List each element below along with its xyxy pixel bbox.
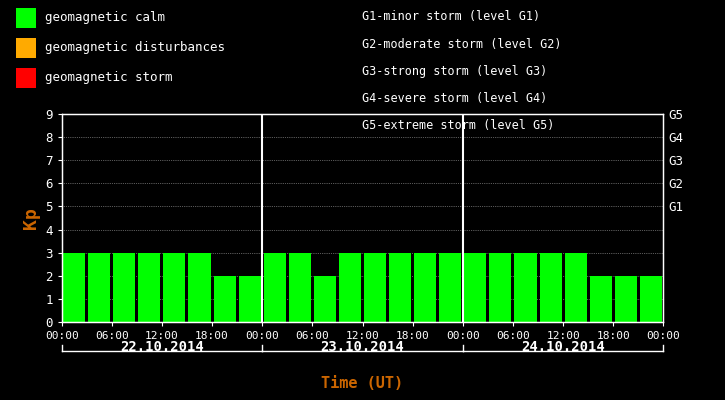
Bar bbox=[489, 253, 511, 322]
Text: 23.10.2014: 23.10.2014 bbox=[320, 340, 405, 354]
Bar bbox=[615, 276, 637, 322]
Text: G4-severe storm (level G4): G4-severe storm (level G4) bbox=[362, 92, 548, 105]
Text: geomagnetic storm: geomagnetic storm bbox=[45, 72, 173, 84]
Text: 22.10.2014: 22.10.2014 bbox=[120, 340, 204, 354]
Text: G1-minor storm (level G1): G1-minor storm (level G1) bbox=[362, 10, 541, 23]
Text: G5-extreme storm (level G5): G5-extreme storm (level G5) bbox=[362, 119, 555, 132]
Bar bbox=[138, 253, 160, 322]
Text: G3-strong storm (level G3): G3-strong storm (level G3) bbox=[362, 65, 548, 78]
Text: 24.10.2014: 24.10.2014 bbox=[521, 340, 605, 354]
Bar bbox=[113, 253, 136, 322]
Bar bbox=[188, 253, 210, 322]
Text: geomagnetic disturbances: geomagnetic disturbances bbox=[45, 42, 225, 54]
Bar bbox=[214, 276, 236, 322]
Bar bbox=[339, 253, 361, 322]
Bar bbox=[63, 253, 86, 322]
Bar bbox=[464, 253, 486, 322]
Bar bbox=[589, 276, 612, 322]
Bar bbox=[515, 253, 536, 322]
Text: geomagnetic calm: geomagnetic calm bbox=[45, 12, 165, 24]
Bar bbox=[289, 253, 311, 322]
Bar bbox=[639, 276, 662, 322]
Bar bbox=[163, 253, 186, 322]
Bar bbox=[364, 253, 386, 322]
Bar bbox=[539, 253, 562, 322]
Text: Time (UT): Time (UT) bbox=[321, 376, 404, 391]
Bar bbox=[314, 276, 336, 322]
Bar bbox=[88, 253, 110, 322]
Y-axis label: Kp: Kp bbox=[22, 207, 40, 229]
Bar bbox=[239, 276, 261, 322]
Bar bbox=[264, 253, 286, 322]
Text: G2-moderate storm (level G2): G2-moderate storm (level G2) bbox=[362, 38, 562, 50]
Bar bbox=[439, 253, 461, 322]
Bar bbox=[414, 253, 436, 322]
Bar bbox=[389, 253, 411, 322]
Bar bbox=[565, 253, 587, 322]
